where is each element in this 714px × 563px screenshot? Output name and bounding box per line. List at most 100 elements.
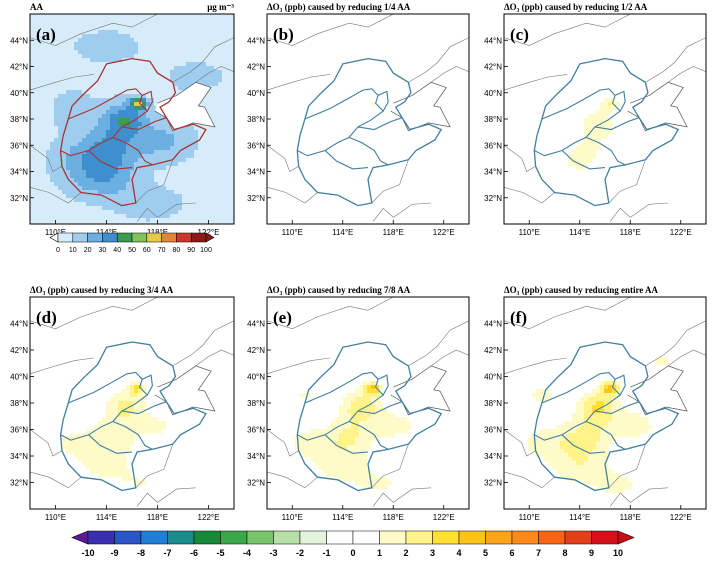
- delta-colorbar-tick: -10: [81, 548, 94, 558]
- delta-colorbar-swatch: [352, 530, 380, 545]
- lat-tick-label: 32°N: [484, 194, 502, 203]
- map-panels: 110°E 114°E 118°E 122°E 44°N 42°N 40°N 38°N 36°N…: [10, 2, 707, 522]
- aa-colorbar-swatch: [176, 232, 192, 243]
- lat-tick-label: 36°N: [247, 141, 265, 150]
- panel-f: 110°E 114°E 118°E 122°E 44°N 42°N 40°N 38°N 36°N…: [484, 285, 707, 522]
- panel-label: (c): [510, 25, 529, 44]
- aa-colorbar-swatch: [190, 232, 207, 243]
- lon-tick-label: 114°E: [332, 228, 353, 237]
- lat-tick-label: 42°N: [10, 63, 28, 72]
- aa-colorbar-swatch: [146, 232, 162, 243]
- delta-colorbar-tick: -1: [322, 548, 330, 558]
- panel-d: 110°E 114°E 118°E 122°E 44°N 42°N 40°N 38°N 36°N…: [10, 285, 235, 522]
- aa-colorbar-tick: 40: [113, 247, 121, 254]
- aa-colorbar-tick: 50: [128, 247, 136, 254]
- lon-tick-label: 110°E: [45, 513, 66, 522]
- coastline: [627, 365, 688, 416]
- delta-colorbar-tick: 9: [589, 548, 594, 558]
- lat-tick-label: 34°N: [484, 452, 502, 461]
- lon-tick-label: 114°E: [96, 513, 117, 522]
- delta-colorbar-swatch: [246, 530, 274, 545]
- aa-colorbar-swatch: [161, 232, 177, 243]
- delta-colorbar-swatch: [299, 530, 327, 545]
- aa-colorbar-swatch: [57, 232, 74, 243]
- field-c: [568, 82, 688, 171]
- lon-tick-label: 110°E: [282, 228, 303, 237]
- lon-tick-label: 122°E: [670, 228, 692, 237]
- lon-tick-label: 122°E: [670, 513, 692, 522]
- aa-colorbar-swatch: [72, 232, 88, 243]
- aa-colorbar-tick: 0: [56, 247, 60, 254]
- aa-colorbar-swatch: [87, 232, 103, 243]
- lat-tick-label: 40°N: [484, 373, 502, 382]
- delta-colorbar-tick: -9: [110, 548, 118, 558]
- lat-tick-label: 42°N: [10, 346, 28, 355]
- lat-tick-label: 34°N: [10, 452, 28, 461]
- lat-tick-label: 40°N: [10, 373, 28, 382]
- aa-colorbar-tick: 90: [187, 247, 195, 254]
- lat-tick-label: 44°N: [484, 320, 502, 329]
- lat-tick-label: 44°N: [484, 36, 502, 45]
- lat-tick-label: 38°N: [10, 399, 28, 408]
- lat-tick-label: 36°N: [10, 426, 28, 435]
- panel-label: (a): [36, 25, 56, 44]
- aa-colorbar-high-arrow: [205, 232, 215, 243]
- lon-tick-label: 118°E: [620, 228, 641, 237]
- delta-colorbar-swatch: [405, 530, 433, 545]
- lat-tick-label: 38°N: [484, 399, 502, 408]
- delta-colorbar-tick: -3: [269, 548, 277, 558]
- panel-label: (f): [510, 308, 527, 327]
- delta-colorbar-swatch: [379, 530, 407, 545]
- lon-tick-label: 114°E: [96, 228, 117, 237]
- lat-tick-label: 42°N: [247, 63, 265, 72]
- lat-tick-label: 42°N: [484, 63, 502, 72]
- panel-label: (b): [273, 25, 294, 44]
- bohai-sea: [390, 82, 451, 131]
- delta-colorbar-swatch: [273, 530, 301, 545]
- delta-colorbar-swatch: [458, 530, 486, 545]
- delta-colorbar-tick: -4: [243, 548, 251, 558]
- panel-a: 110°E 114°E 118°E 122°E 44°N 42°N 40°N 38°N 36°N…: [10, 2, 235, 237]
- lon-tick-label: 122°E: [198, 513, 220, 522]
- panel-c: 110°E 114°E 118°E 122°E 44°N 42°N 40°N 38°N 36°N…: [484, 2, 707, 237]
- lat-tick-label: 32°N: [10, 479, 28, 488]
- panel-title: ΔO₃ (ppb) caused by reducing 3/4 AA: [30, 285, 174, 295]
- lon-tick-label: 118°E: [147, 513, 168, 522]
- lat-tick-label: 42°N: [484, 346, 502, 355]
- lon-tick-label: 110°E: [45, 228, 66, 237]
- bohai-sea: [154, 82, 215, 131]
- coastline: [154, 81, 216, 132]
- delta-colorbar-swatch: [538, 530, 566, 545]
- field-f: [528, 357, 688, 494]
- field-d: [62, 365, 215, 486]
- lat-tick-label: 34°N: [247, 168, 265, 177]
- delta-colorbar-tick: 0: [350, 548, 355, 558]
- delta-colorbar-swatch: [591, 530, 619, 545]
- aa-colorbar: 0 10 20 30 40 50 60 70 80 90 100: [49, 232, 215, 254]
- field-b: [371, 82, 451, 131]
- lat-tick-label: 36°N: [10, 141, 28, 150]
- lat-tick-label: 32°N: [10, 194, 28, 203]
- delta-colorbar-tick: -5: [216, 548, 224, 558]
- lat-tick-label: 44°N: [10, 36, 28, 45]
- lat-tick-label: 38°N: [484, 115, 502, 124]
- delta-o3-colorbar: -10 -9 -8 -7 -6 -5 -4 -3 -2 -1 0 1 2 3 4 5 6 7 8 9 10: [71, 530, 635, 558]
- bohai-sea: [627, 365, 688, 415]
- bohai-sea: [627, 82, 688, 131]
- lon-tick-label: 114°E: [569, 513, 590, 522]
- aa-colorbar-tick: 80: [173, 247, 181, 254]
- delta-colorbar-swatch: [564, 530, 592, 545]
- lat-tick-label: 38°N: [10, 115, 28, 124]
- coastline: [154, 365, 216, 416]
- lon-tick-label: 122°E: [198, 228, 220, 237]
- delta-colorbar-tick: 2: [403, 548, 408, 558]
- lon-tick-label: 118°E: [383, 228, 404, 237]
- delta-colorbar-tick: 7: [536, 548, 541, 558]
- delta-colorbar-swatch: [326, 530, 354, 545]
- lat-tick-label: 32°N: [247, 194, 265, 203]
- lat-tick-label: 34°N: [247, 452, 265, 461]
- lon-tick-label: 122°E: [433, 228, 455, 237]
- lon-tick-label: 118°E: [147, 228, 168, 237]
- delta-colorbar-swatch: [485, 530, 513, 545]
